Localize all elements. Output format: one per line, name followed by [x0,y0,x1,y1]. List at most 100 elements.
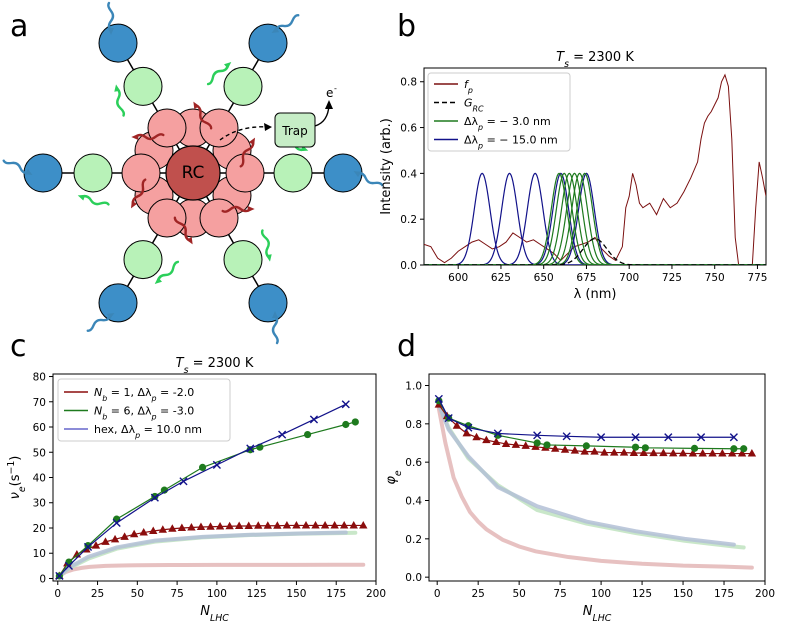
series-marker [610,448,619,456]
y-tick-label: 1.0 [405,381,422,393]
dipole-outer [86,313,115,332]
series-marker [434,394,443,404]
series-marker [129,529,139,538]
series-marker [688,449,698,457]
series-marker [177,523,187,531]
y-tick-label: 0.2 [405,534,422,546]
series-marker [690,444,699,452]
series-marker [160,486,168,494]
lhc-inner-node [223,66,263,106]
series-marker [718,449,727,457]
navy-gaussian [424,172,766,265]
series-marker [303,430,312,439]
legend: Nb = 1, Δλp = -2.0 Nb = 6, Δλp = -3.0hex,… [57,378,231,442]
faint-curve [57,530,348,578]
series-marker [311,520,320,529]
x-tick-label: 775 [747,272,767,284]
series-marker [158,525,167,533]
series-line [58,421,356,577]
x-tick-label: 100 [591,588,611,600]
rc-ring-node [199,198,239,238]
dipole-rc-head [186,236,193,245]
dipole-rc-head [131,133,139,140]
legend-frame [57,378,231,442]
y-tick-label: 30 [33,498,46,510]
dipole-inner [77,194,110,206]
dipole-outer-stroke [107,1,115,33]
series-marker [212,460,221,469]
x-tick-label: 200 [366,588,386,600]
x-axis-label: NLHC [583,604,612,624]
lhc-inner-node [73,153,113,193]
panel-label-b: b [397,9,416,44]
series-marker [72,549,82,558]
series-marker [462,428,471,437]
series-marker [234,521,244,529]
series-marker [339,520,349,529]
series-marker [292,520,301,529]
series-marker [729,433,738,442]
y-tick-label: 0 [39,573,46,585]
series-marker [669,448,678,457]
dipole-inner-head [154,277,162,284]
y-tick-label: 0.4 [400,168,417,180]
reaction-center-node [165,145,221,201]
x-tick-label: 150 [673,588,693,600]
dipole-outer-stroke [273,14,300,33]
dipole-inner [154,260,180,284]
y-tick-label: 60 [33,422,46,434]
lhc-inner-node [123,240,163,280]
series-marker [244,521,253,529]
series-marker [187,522,196,531]
series-marker [597,433,606,442]
series-marker [349,520,358,529]
legend-label: GRC [464,97,484,114]
dipole-rc-stroke [239,139,255,168]
dipole-rc-stroke [173,216,192,243]
series-marker [543,441,551,449]
series-marker [708,449,717,457]
dipole-rc [239,137,256,168]
dipole-outer [271,311,279,345]
series-marker [309,415,319,424]
series-marker [737,449,747,457]
dipole-inner [114,84,126,117]
series-marker [696,433,706,442]
lhc-outer-node [248,283,288,323]
axes-frame [428,373,766,582]
panel-label-c: c [10,329,27,364]
series-marker [341,400,350,409]
dipole-outer [353,171,384,187]
dipole-rc [173,216,193,245]
dipole-inner-stroke [206,63,230,86]
series-marker [215,521,225,530]
panel-c-rate: 0 25 50 75 100 125 150 175 200 0 10 20 30 40 50 60 70 80 T… [6,356,387,624]
x-tick-label: 50 [512,588,525,600]
dipole-outer-head [353,171,362,178]
electron-arrowhead [325,100,333,109]
y-tick-label: 0.0 [400,260,417,272]
x-axis-label: NLHC [200,604,229,624]
y-tick-label: 0.4 [405,496,422,508]
series-marker [91,541,101,549]
x-tick-label: 625 [491,272,511,284]
series-marker [482,435,491,444]
series-marker [501,439,511,447]
series-marker [582,442,590,450]
series-marker [320,520,330,529]
faint-curve [57,562,366,578]
dipole-outer-head [271,26,280,33]
y-tick-label: 50 [33,447,46,459]
dipole-rc-head [130,200,138,209]
series-marker [65,558,73,566]
dipole-rc-stroke [221,205,252,213]
x-tick-label: 200 [755,588,775,600]
series-marker [254,521,263,529]
x-tick-label: 25 [471,588,484,600]
series-marker [631,443,640,451]
series-line [438,398,734,438]
legend-label: Δλp = − 3.0 nm [464,115,551,132]
y-tick-label: 80 [33,372,46,384]
series-marker [619,448,629,456]
